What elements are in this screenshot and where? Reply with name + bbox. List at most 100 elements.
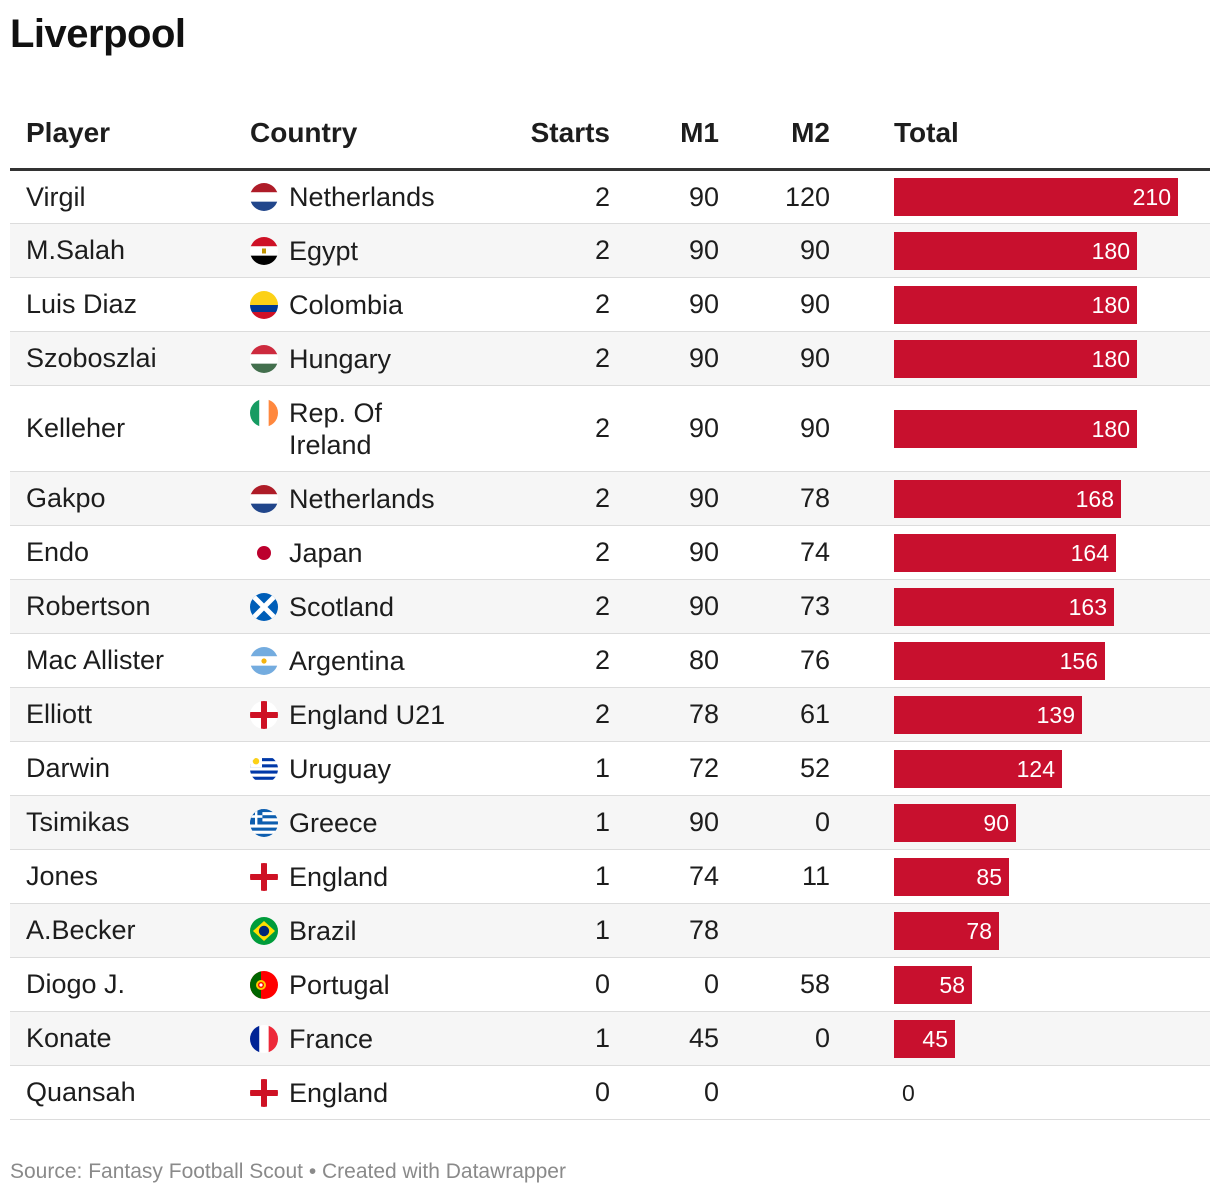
player-cell: Diogo J. [10,957,250,1012]
total-label: 58 [939,971,965,998]
country-cell: Scotland [250,579,470,634]
japan-flag-icon [250,538,278,567]
total-bar [894,409,1137,448]
total-cell: 156 [830,633,1210,688]
total-bar [894,749,1062,788]
france-flag-icon [250,1024,278,1053]
table-row: Robertson Scotland 2 90 73 163 [10,579,1210,634]
stats-table: Player Country Starts M1 M2 Total Virgil… [10,98,1210,1120]
country-name: England U21 [289,699,446,730]
m1-cell: 90 [610,223,719,278]
m2-cell: 52 [719,741,830,796]
country-name: Rep. Of Ireland [289,397,383,460]
country-cell: Rep. Of Ireland [250,385,470,472]
total-label: 180 [1091,237,1130,264]
country-name: England [289,861,389,892]
ireland-flag-icon [250,398,278,427]
player-cell: Virgil [10,169,250,224]
player-cell: Robertson [10,579,250,634]
country-cell: Netherlands [250,169,470,224]
total-label: 139 [1036,701,1075,728]
england-flag-icon [250,1078,278,1107]
player-cell: A.Becker [10,903,250,958]
total-cell: 180 [830,331,1210,386]
table-row: Luis Diaz Colombia 2 90 90 180 [10,277,1210,332]
colombia-flag-icon [250,290,278,319]
total-label: 168 [1075,485,1114,512]
total-bar [894,533,1116,572]
total-label: 156 [1059,647,1098,674]
total-cell: 168 [830,471,1210,526]
header-starts: Starts [470,98,610,171]
total-cell: 163 [830,579,1210,634]
header-total: Total [830,98,1210,171]
m1-cell: 90 [610,795,719,850]
england-flag-icon [250,862,278,891]
total-bar [894,231,1137,270]
table-row: Virgil Netherlands 2 90 120 210 [10,169,1210,224]
player-cell: Endo [10,525,250,580]
total-cell: 58 [830,957,1210,1012]
m1-cell: 74 [610,849,719,904]
starts-cell: 1 [470,903,610,958]
m1-cell: 90 [610,169,719,224]
total-bar [894,479,1121,518]
country-cell: Uruguay [250,741,470,796]
country-cell: Greece [250,795,470,850]
table-row: A.Becker Brazil 1 78 78 [10,903,1210,958]
table-row: Quansah England 0 0 0 [10,1065,1210,1120]
m2-cell: 0 [719,795,830,850]
total-cell: 0 [830,1065,1210,1120]
total-bar [894,911,999,950]
table-row: Tsimikas Greece 1 90 0 90 [10,795,1210,850]
country-name: Netherlands [289,483,435,514]
player-cell: Mac Allister [10,633,250,688]
m1-cell: 90 [610,525,719,580]
starts-cell: 2 [470,579,610,634]
country-name: Japan [289,537,363,568]
player-cell: Gakpo [10,471,250,526]
country-cell: France [250,1011,470,1066]
total-bar [894,641,1105,680]
starts-cell: 2 [470,277,610,332]
table-row: Jones England 1 74 11 85 [10,849,1210,904]
starts-cell: 2 [470,169,610,224]
starts-cell: 0 [470,1065,610,1120]
starts-cell: 1 [470,849,610,904]
country-name: Colombia [289,289,404,320]
m2-cell: 11 [719,849,830,904]
portugal-flag-icon [250,970,278,999]
total-label: 85 [976,863,1002,890]
starts-cell: 1 [470,1011,610,1066]
m2-cell: 90 [719,223,830,278]
country-cell: Portugal [250,957,470,1012]
table-row: Gakpo Netherlands 2 90 78 168 [10,471,1210,526]
m1-cell: 45 [610,1011,719,1066]
england-flag-icon [250,700,278,729]
starts-cell: 0 [470,957,610,1012]
total-cell: 180 [830,277,1210,332]
m2-cell: 0 [719,1011,830,1066]
total-bar [894,178,1178,216]
starts-cell: 2 [470,633,610,688]
country-cell: England [250,1065,470,1120]
total-bar [894,965,972,1004]
total-label: 124 [1016,755,1055,782]
netherlands-flag-icon [250,183,278,211]
total-cell: 180 [830,223,1210,278]
table-row: Elliott England U21 2 78 61 139 [10,687,1210,742]
m2-cell: 73 [719,579,830,634]
table-row: Kelleher Rep. Of Ireland 2 90 90 180 [10,385,1210,472]
starts-cell: 2 [470,525,610,580]
country-cell: England U21 [250,687,470,742]
player-cell: M.Salah [10,223,250,278]
country-cell: England [250,849,470,904]
egypt-flag-icon [250,236,278,265]
player-cell: Konate [10,1011,250,1066]
country-name: France [289,1023,374,1054]
m1-cell: 90 [610,385,719,472]
total-label: 180 [1091,291,1130,318]
m2-cell: 90 [719,385,830,472]
starts-cell: 1 [470,741,610,796]
starts-cell: 1 [470,795,610,850]
